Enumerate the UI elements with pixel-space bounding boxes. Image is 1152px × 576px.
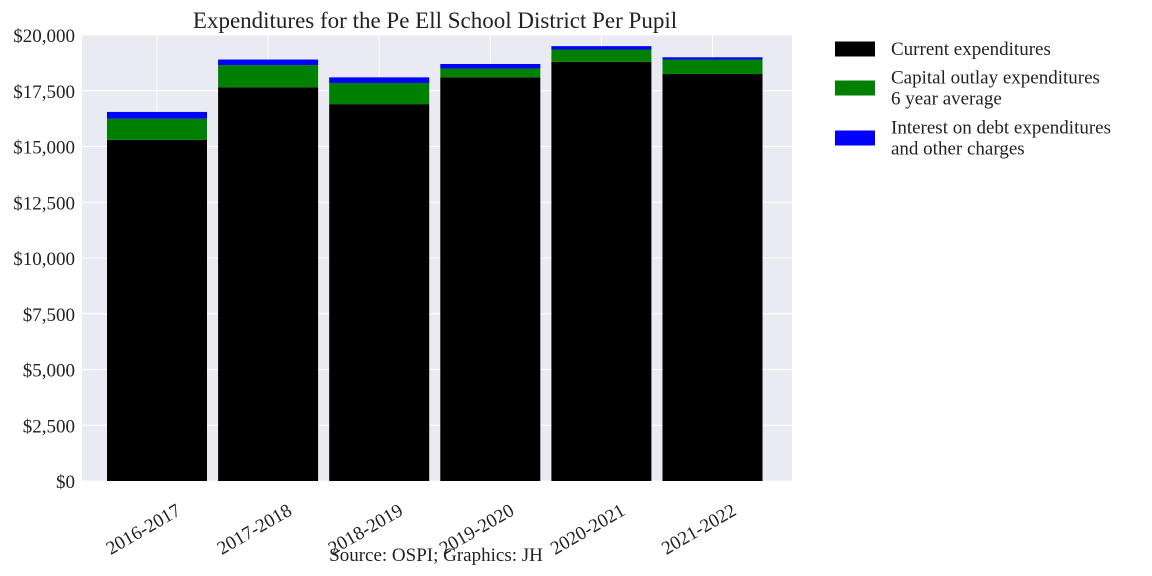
bar-segment-series-1	[440, 68, 541, 78]
y-tick-label: $20,000	[13, 26, 75, 47]
x-tick-label: 2017-2018	[214, 500, 296, 559]
bar-segment-series-2	[440, 63, 541, 69]
chart-title: Expenditures for the Pe Ell School Distr…	[193, 8, 677, 33]
bar-segment-series-1	[218, 65, 319, 88]
bar-segment-series-0	[551, 61, 652, 481]
bar-segment-series-2	[662, 57, 763, 60]
legend-label: Interest on debt expenditures	[891, 118, 1111, 139]
y-axis-ticks: $0 $2,500 $5,000 $7,500 $10,000 $12,500 $15,00…	[13, 26, 75, 493]
y-tick-label: $10,000	[13, 249, 75, 270]
y-tick-label: $0	[56, 472, 75, 493]
x-tick-label: 2016-2017	[103, 500, 185, 559]
bar-segment-series-0	[329, 104, 430, 481]
y-tick-label: $2,500	[23, 416, 75, 437]
legend-swatch	[835, 80, 875, 96]
legend-swatch	[835, 130, 875, 146]
legend: Current expenditures Capital outlay expen…	[835, 39, 1111, 160]
y-tick-label: $15,000	[13, 138, 75, 159]
x-tick-label: 2020-2021	[547, 500, 629, 559]
bar-segment-series-1	[107, 118, 207, 140]
bar-segment-series-2	[218, 59, 319, 66]
legend-label: Current expenditures	[891, 39, 1051, 60]
y-tick-label: $17,500	[13, 82, 75, 103]
legend-swatch	[835, 41, 875, 57]
x-tick-label: 2021-2022	[658, 500, 740, 559]
bar-segment-series-1	[551, 49, 652, 62]
bar-segment-series-1	[662, 59, 763, 75]
bar-segment-series-2	[107, 111, 207, 119]
y-tick-label: $12,500	[13, 193, 75, 214]
legend-label: 6 year average	[891, 89, 1002, 110]
bar-segment-series-0	[440, 77, 541, 482]
legend-label: Capital outlay expenditures	[891, 68, 1100, 89]
bar-segment-series-0	[662, 74, 763, 482]
bar-segment-series-2	[329, 77, 430, 83]
bars	[107, 46, 763, 482]
bar-segment-series-1	[329, 82, 430, 105]
bar-segment-series-2	[551, 46, 652, 50]
legend-label: and other charges	[891, 139, 1025, 160]
y-tick-label: $5,000	[23, 361, 75, 382]
bar-segment-series-0	[218, 87, 319, 481]
y-tick-label: $7,500	[23, 305, 75, 326]
bar-segment-series-0	[107, 139, 207, 481]
chart-caption: Source: OSPI; Graphics: JH	[329, 545, 543, 566]
